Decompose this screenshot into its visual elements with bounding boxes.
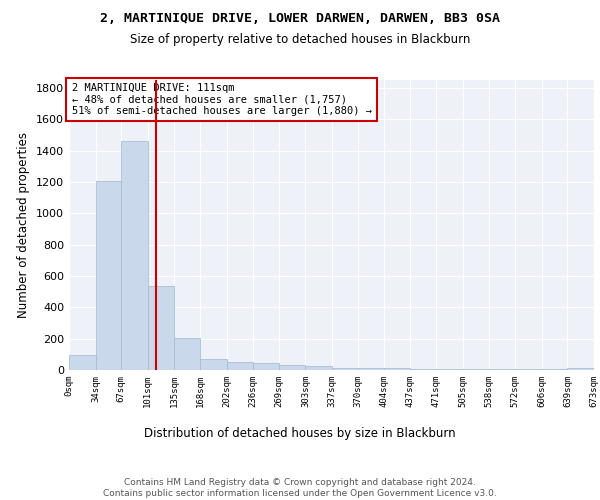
Bar [200, 359, 227, 370]
Bar [95, 181, 121, 370]
Bar [515, 369, 542, 370]
Bar [121, 141, 148, 370]
Bar [463, 369, 488, 370]
Bar [488, 369, 515, 370]
Bar [410, 369, 436, 370]
Bar [69, 355, 95, 370]
Bar [148, 286, 175, 370]
Bar [358, 368, 384, 370]
Bar [279, 364, 305, 370]
Text: 2, MARTINIQUE DRIVE, LOWER DARWEN, DARWEN, BB3 0SA: 2, MARTINIQUE DRIVE, LOWER DARWEN, DARWE… [100, 12, 500, 26]
Text: Distribution of detached houses by size in Blackburn: Distribution of detached houses by size … [144, 428, 456, 440]
Bar [568, 368, 594, 370]
Text: 2 MARTINIQUE DRIVE: 111sqm
← 48% of detached houses are smaller (1,757)
51% of s: 2 MARTINIQUE DRIVE: 111sqm ← 48% of deta… [71, 83, 371, 116]
Bar [384, 368, 410, 370]
Bar [175, 338, 200, 370]
Bar [542, 369, 568, 370]
Y-axis label: Number of detached properties: Number of detached properties [17, 132, 31, 318]
Bar [436, 369, 463, 370]
Bar [253, 363, 279, 370]
Bar [332, 368, 358, 370]
Text: Contains HM Land Registry data © Crown copyright and database right 2024.
Contai: Contains HM Land Registry data © Crown c… [103, 478, 497, 498]
Text: Size of property relative to detached houses in Blackburn: Size of property relative to detached ho… [130, 32, 470, 46]
Bar [305, 366, 332, 370]
Bar [227, 362, 253, 370]
